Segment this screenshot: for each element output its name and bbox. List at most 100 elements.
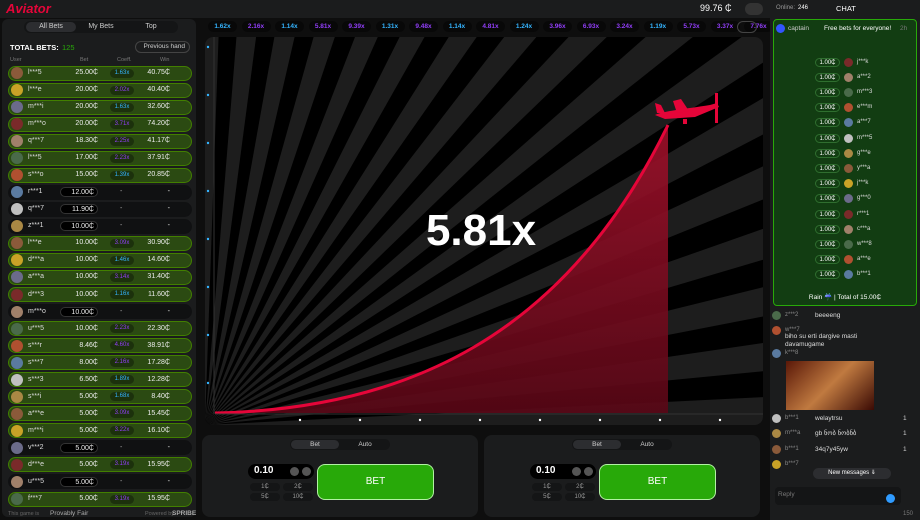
bet-amount: 5.00₵: [60, 476, 98, 487]
bet-amount: 10.00₵: [75, 273, 98, 281]
win-amount: 8.40₵: [151, 392, 170, 400]
history-multiplier[interactable]: 9.48x: [409, 21, 438, 32]
coeff-badge: 3.19x: [110, 494, 134, 504]
provably-prefix: This game is: [8, 511, 40, 517]
history-multiplier[interactable]: 7.76x: [744, 21, 773, 32]
bet-amount: 5.00₵: [79, 409, 98, 417]
previous-hand[interactable]: Previous hand: [135, 41, 190, 53]
bet-tab[interactable]: Bet: [291, 440, 339, 449]
bet-amount: 12.00₵: [60, 187, 98, 198]
history-multiplier[interactable]: 6.93x: [576, 21, 606, 32]
history-multiplier[interactable]: 1.19x: [643, 21, 673, 32]
bet-row: [8, 116, 192, 132]
win-amount: 16.10₵: [147, 426, 170, 434]
quick-amount[interactable]: 2₵: [565, 483, 595, 491]
bet-row: [8, 423, 192, 439]
axis-dot: [206, 189, 210, 193]
tab[interactable]: Top: [145, 23, 157, 30]
rain-amount: 1.00₵: [815, 239, 840, 249]
username: u***5: [28, 324, 44, 332]
bet-row: [8, 406, 192, 422]
rain-avatar: [776, 24, 785, 33]
avatar: [11, 67, 23, 79]
amount: 0.10: [536, 465, 556, 476]
rain-footer: Rain ☔ | Total of 15.00₵: [808, 294, 882, 301]
history-multiplier[interactable]: 2.16x: [241, 21, 271, 32]
rain-amount: 1.00₵: [815, 87, 840, 97]
bet-row: [8, 167, 192, 183]
history-multiplier[interactable]: 3.37x: [710, 21, 740, 32]
quick-amount[interactable]: 1₵: [250, 483, 280, 491]
username: s***i: [28, 392, 42, 400]
bet-button[interactable]: BET: [599, 464, 716, 500]
win-amount: 11.60₵: [147, 290, 170, 298]
quick-amount[interactable]: 1₵: [532, 483, 562, 491]
bet-button[interactable]: BET: [317, 464, 434, 500]
quick-amount[interactable]: 2₵: [283, 483, 313, 491]
curve-area: [215, 125, 668, 413]
history-multiplier[interactable]: 4.81x: [476, 21, 505, 32]
decrease-button[interactable]: [572, 467, 581, 476]
username: s***3: [28, 375, 44, 383]
history-multiplier[interactable]: 1.14x: [442, 21, 472, 32]
history-multiplier[interactable]: 1.31x: [375, 21, 405, 32]
bet-amount: 8.00₵: [79, 358, 98, 366]
reply-input[interactable]: Reply: [775, 487, 901, 505]
coeff-badge: 3.14x: [110, 272, 134, 282]
bet-amount: 5.00₵: [60, 442, 98, 453]
bet-row: [8, 150, 192, 166]
avatar: [11, 373, 23, 386]
total-value: 125: [62, 43, 75, 52]
increase-button[interactable]: [584, 467, 593, 476]
avatar: [11, 424, 23, 437]
quick-amount[interactable]: 5₵: [532, 493, 562, 501]
column-header: Win: [160, 57, 170, 63]
history-button[interactable]: [737, 21, 757, 33]
coeff-badge: 3.22x: [110, 426, 134, 436]
coeff-badge: 3.71x: [110, 119, 134, 129]
username: a***a: [28, 273, 44, 281]
history-multiplier[interactable]: 1.14x: [275, 21, 304, 32]
rain-username: w***8: [857, 240, 872, 247]
username: a***e: [28, 409, 44, 417]
win-amount: -: [167, 188, 170, 196]
quick-amount[interactable]: 5₵: [250, 493, 280, 501]
online-label: Online:: [776, 5, 796, 11]
quick-amount[interactable]: 10₵: [565, 493, 595, 501]
bet-row: [8, 99, 192, 115]
quick-amount[interactable]: 10₵: [283, 493, 313, 501]
history-multiplier[interactable]: 3.96x: [543, 21, 572, 32]
history-multiplier[interactable]: 9.39x: [342, 21, 371, 32]
increase-button[interactable]: [302, 467, 311, 476]
chat-user: b***1: [785, 415, 799, 421]
current-multiplier: 5.81x: [425, 206, 537, 255]
tab[interactable]: All Bets: [26, 22, 76, 32]
history-multiplier[interactable]: 5.73x: [677, 21, 706, 32]
bet-row: [8, 235, 192, 251]
chat-avatar: [772, 326, 781, 335]
avatar: [11, 169, 23, 182]
rain-user-avatar: [844, 57, 853, 67]
history-multiplier[interactable]: 5.81x: [308, 21, 338, 32]
chat-likes: 1: [903, 430, 907, 437]
coeff-badge: 1.63x: [110, 102, 134, 112]
bet-tab[interactable]: Auto: [640, 441, 654, 448]
tab[interactable]: My Bets: [88, 23, 114, 30]
history-multiplier[interactable]: 1.24x: [509, 21, 539, 32]
history-multiplier[interactable]: 1.62x: [208, 21, 237, 32]
coeff-badge: 2.02x: [110, 85, 134, 95]
coeff-badge: 1.68x: [110, 392, 134, 402]
chat-user: w***7: [785, 327, 800, 333]
bet-tab[interactable]: Auto: [358, 441, 372, 448]
new-messages[interactable]: New messages ⇓: [813, 468, 891, 479]
coeff-badge: 3.19x: [110, 460, 134, 470]
menu-button[interactable]: [745, 3, 763, 15]
history-multiplier[interactable]: 3.24x: [610, 21, 639, 32]
rain-amount: 1.00₵: [815, 133, 840, 143]
bet-tab[interactable]: Bet: [573, 440, 621, 449]
balance: 99.76 ₵: [700, 3, 732, 13]
wheel: [683, 119, 687, 124]
decrease-button[interactable]: [290, 467, 299, 476]
send-button[interactable]: [886, 494, 895, 503]
